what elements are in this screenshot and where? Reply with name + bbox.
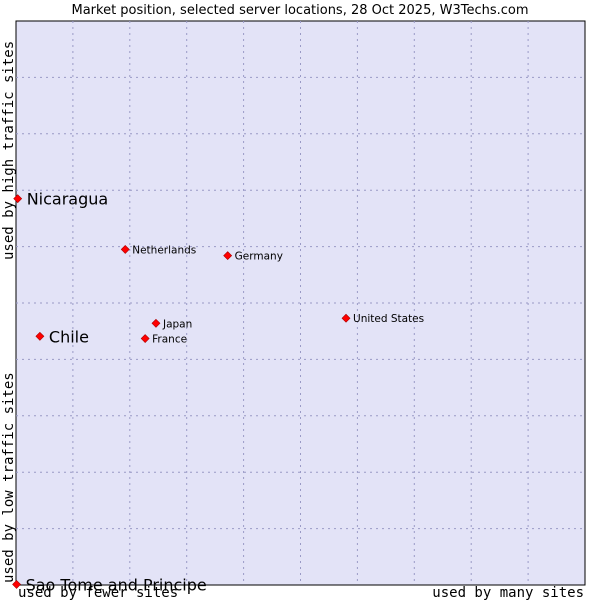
point-marker — [140, 334, 150, 343]
point-marker — [341, 313, 351, 323]
point-marker — [151, 318, 161, 328]
y-axis-label-low: used by low traffic sites — [1, 372, 17, 583]
data-point: Netherlands — [120, 244, 196, 256]
point-marker — [13, 194, 23, 204]
x-axis-label-high: used by many sites — [432, 585, 584, 600]
point-label: France — [152, 334, 187, 346]
data-points: Nicaragua Netherlands Germany United States… — [12, 190, 424, 594]
data-point: Chile — [35, 327, 89, 346]
point-label: Netherlands — [132, 244, 196, 256]
y-axis-label-high: used by high traffic sites — [1, 41, 17, 260]
data-point: Japan — [151, 318, 192, 330]
gridlines — [16, 21, 585, 585]
data-point: United States — [341, 313, 424, 325]
point-marker — [12, 580, 21, 589]
data-point: Sao Tome and Principe — [12, 575, 207, 594]
x-axis-label-low: used by fewer sites — [18, 585, 178, 600]
point-marker — [120, 244, 130, 254]
point-marker — [35, 331, 45, 341]
point-label: Sao Tome and Principe — [26, 575, 207, 594]
data-point: Germany — [223, 251, 283, 263]
chart-title: Market position, selected server locatio… — [71, 3, 528, 18]
point-label: Germany — [235, 251, 283, 263]
point-label: Japan — [162, 318, 192, 330]
point-label: Chile — [49, 327, 89, 346]
data-point: Nicaragua — [13, 190, 109, 209]
data-point: France — [140, 334, 187, 346]
point-marker — [223, 251, 233, 261]
point-label: United States — [353, 313, 424, 325]
point-label: Nicaragua — [27, 190, 109, 209]
